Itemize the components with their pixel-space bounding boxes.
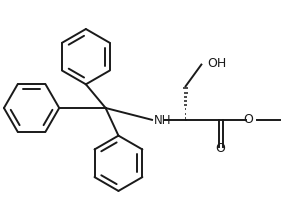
Text: O: O (243, 113, 253, 126)
Text: O: O (215, 142, 225, 155)
Text: NH: NH (154, 114, 171, 127)
Text: OH: OH (207, 57, 226, 70)
